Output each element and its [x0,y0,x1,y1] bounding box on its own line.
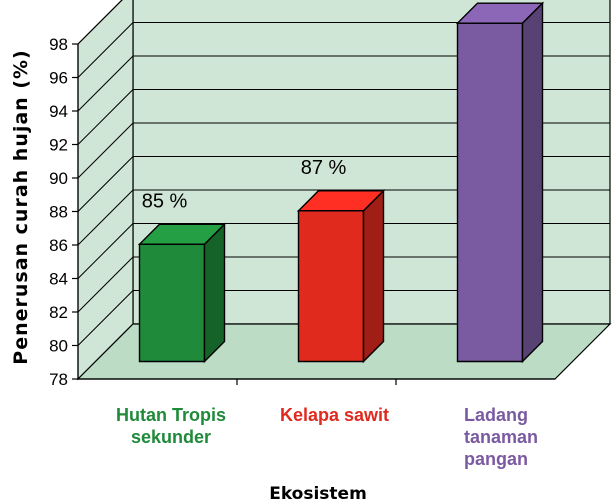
y-tick-label: 82 [49,303,68,322]
bar-side [362,189,385,364]
bar-side [203,222,226,364]
gridline [77,256,610,313]
category-label-line: Ladang [464,405,529,425]
gridline [77,290,610,346]
gridline [77,22,610,78]
y-tick-label: 94 [49,102,68,121]
data-label: 87 % [301,157,347,179]
gridline [77,189,610,246]
y-tick-label: 90 [49,169,68,188]
gridline [77,223,610,279]
category-label: Hutan Tropis sekunder [103,404,239,448]
bar-front [138,243,206,363]
y-tick-label: 78 [49,370,68,389]
category-label-line: sekunder [130,427,212,447]
category-label-line: Kelapa sawit [280,405,390,425]
side-wall [77,0,134,381]
y-tick-label: 86 [49,236,68,255]
gridline [77,0,123,45]
data-labels: 85 % 87 % [142,157,347,213]
gridline [77,122,610,179]
category-label-line: tanaman [464,427,539,447]
bar-top [296,190,386,212]
y-tick-label: 96 [49,69,68,88]
bar-front [456,22,524,363]
bar [137,222,227,364]
bar-side [521,1,544,364]
y-axis: 78 80 82 84 86 88 90 92 94 96 98 [49,35,555,389]
bar-front [297,210,365,363]
x-axis-title: Ekosistem [269,484,367,502]
category-label-line: pangan [464,449,529,469]
bars [137,1,545,364]
y-tick-label: 88 [49,203,68,222]
y-tick-label: 84 [49,270,68,289]
category-label: Ladang tanaman pangan [464,404,538,470]
bar [455,1,545,364]
y-tick-label: 80 [49,337,68,356]
y-tick-label: 92 [49,136,68,155]
bar-top [455,2,545,24]
gridlines [77,0,610,346]
category-label: Kelapa sawit [280,404,389,426]
gridline [77,55,610,112]
category-label-line: Hutan Tropis [115,405,226,425]
bar-top [137,223,227,245]
bar [296,189,386,364]
data-label: 85 % [142,190,188,212]
gridline [77,156,610,212]
y-tick-label: 98 [49,35,68,54]
y-axis-title: Penerusan curah hujan (%) [10,49,32,364]
gridline [77,89,610,145]
